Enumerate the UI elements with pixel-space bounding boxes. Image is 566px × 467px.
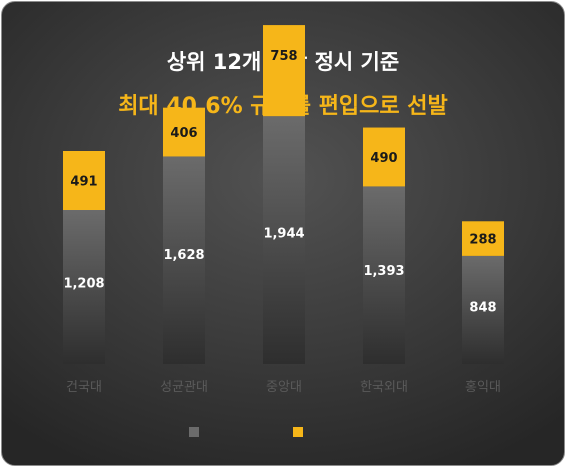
bar-base-3: [363, 186, 405, 364]
bar-base-1: [163, 156, 205, 364]
bar-transfer-label-0: 491: [70, 175, 97, 190]
bar-base-label-2: 1,944: [263, 227, 304, 242]
bar-base-label-4: 848: [469, 301, 496, 316]
bar-base-2: [263, 116, 305, 365]
category-label-0: 건국대: [66, 380, 102, 395]
legend-swatch-base: [189, 427, 199, 437]
bar-transfer-3: [363, 127, 405, 187]
bar-transfer-1: [163, 107, 205, 157]
bar-base-label-0: 1,208: [63, 276, 104, 291]
bar-transfer-label-2: 758: [270, 49, 297, 64]
bar-transfer-0: [63, 151, 105, 210]
bar-base-label-3: 1,393: [363, 264, 404, 279]
bar-transfer-2: [263, 25, 305, 117]
bar-base-4: [462, 255, 504, 364]
category-label-2: 중앙대: [266, 380, 302, 395]
category-label-3: 한국외대: [360, 380, 408, 395]
bar-base-label-1: 1,628: [163, 248, 204, 263]
category-label-4: 홍익대: [465, 380, 501, 395]
bar-transfer-4: [462, 221, 504, 256]
category-label-1: 성균관대: [160, 380, 208, 395]
bar-transfer-label-1: 406: [170, 126, 197, 141]
bar-transfer-label-3: 490: [370, 151, 397, 166]
bar-transfer-label-4: 288: [469, 233, 496, 248]
legend-swatch-transfer: [293, 427, 303, 437]
bar-base-0: [63, 210, 105, 364]
